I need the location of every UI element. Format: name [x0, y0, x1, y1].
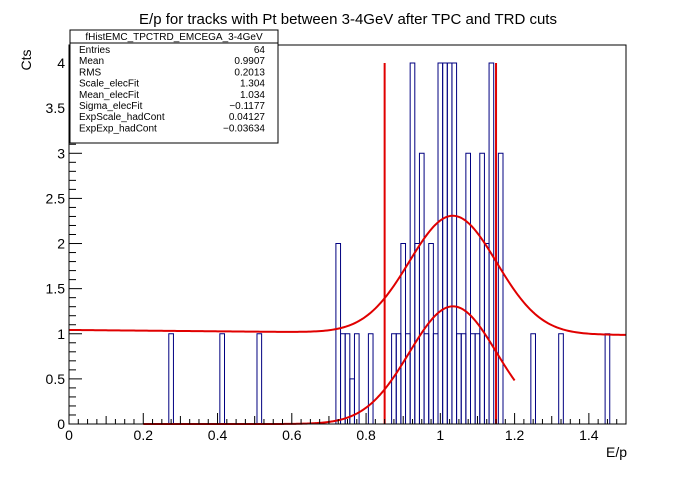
- histogram-bin-26: [470, 333, 476, 424]
- histogram-bin-5: [344, 333, 351, 424]
- stats-label: Mean_elecFit: [79, 90, 139, 101]
- stats-label: ExpExp_hadCont: [79, 123, 157, 134]
- histogram-bin-13: [409, 62, 416, 424]
- stats-value: −0.03634: [223, 123, 265, 134]
- histogram-bin-30: [488, 62, 495, 424]
- y-axis-label: Cts: [18, 50, 34, 71]
- x-tick-label: 0.4: [208, 427, 228, 443]
- x-tick-label: 0.8: [356, 427, 376, 443]
- x-tick-label: 0.6: [282, 427, 302, 443]
- plot-area: [68, 62, 627, 425]
- histogram-bin-23: [456, 333, 462, 424]
- histogram-bin-20: [442, 62, 448, 424]
- stats-label: Scale_elecFit: [79, 79, 139, 90]
- stats-value: 1.304: [240, 79, 265, 90]
- x-tick-label: 1.2: [505, 427, 525, 443]
- stats-value: 0.9907: [234, 56, 265, 67]
- histogram-bin-27: [474, 333, 481, 424]
- stats-label: ExpScale_hadCont: [79, 112, 165, 123]
- histogram-bin-7: [353, 333, 360, 424]
- histogram-bin-21: [446, 62, 453, 424]
- y-tick-label: 2.5: [46, 190, 66, 206]
- stats-label: Mean: [79, 56, 104, 67]
- histogram-bin-12: [405, 333, 411, 424]
- chart-title: E/p for tracks with Pt between 3-4GeV af…: [139, 11, 557, 28]
- histogram-bin-1: [219, 333, 225, 424]
- y-tick-label: 3: [57, 145, 65, 161]
- histogram-bin-31: [497, 152, 504, 424]
- stats-box: fHistEMC_TPCTRD_EMCEGA_3-4GeV Entries 64 M…: [69, 29, 279, 144]
- stats-label: Entries: [79, 45, 110, 56]
- x-axis-label: E/p: [606, 444, 627, 460]
- stats-box-title: fHistEMC_TPCTRD_EMCEGA_3-4GeV: [85, 32, 263, 43]
- histogram-bin-24: [460, 333, 467, 424]
- histogram-bin-34: [604, 333, 611, 424]
- histogram-bin-18: [432, 333, 439, 424]
- histogram-bin-4: [340, 333, 346, 424]
- y-tick-label: 4: [57, 55, 65, 71]
- stats-box-frame: [69, 29, 279, 144]
- total-fit-curve: [68, 214, 627, 336]
- histogram-bin-15: [418, 152, 425, 424]
- histogram-bin-25: [465, 152, 471, 424]
- stats-label: RMS: [79, 67, 102, 78]
- x-tick-label: 1: [436, 427, 444, 443]
- y-tick-label: 1: [57, 326, 65, 342]
- stats-value: 0.04127: [229, 112, 266, 123]
- histogram-bin-8: [367, 333, 374, 424]
- stats-value: 1.034: [240, 90, 265, 101]
- y-tick-label: 3.5: [46, 100, 66, 116]
- y-tick-label: 0.5: [46, 371, 66, 387]
- x-tick-label: 0: [65, 427, 73, 443]
- stats-rows: Entries 64 Mean 0.9907 RMS 0.2013 Scale_elecFi…: [79, 45, 265, 134]
- x-tick-label: 1.4: [579, 427, 599, 443]
- histogram-bin-33: [558, 333, 564, 424]
- y-tick-label: 1.5: [46, 281, 66, 297]
- histogram-bin-3: [335, 243, 342, 424]
- y-tick-label: 0: [57, 416, 65, 432]
- histogram-bin-0: [168, 333, 174, 424]
- histogram-bin-2: [256, 333, 263, 424]
- histogram-bin-16: [423, 333, 430, 424]
- histogram-bin-10: [395, 333, 402, 424]
- y-tick-label: 2: [57, 236, 65, 252]
- histogram-bin-22: [451, 62, 458, 424]
- stats-label: Sigma_elecFit: [79, 101, 143, 112]
- electron-gaussian-fit-curve: [143, 305, 516, 425]
- stats-value: 0.2013: [234, 67, 265, 78]
- histogram-bin-28: [479, 152, 485, 424]
- histogram-bin-14: [414, 243, 420, 424]
- histogram-bin-32: [530, 333, 536, 424]
- stats-value: −0.1177: [229, 101, 265, 112]
- histogram-bin-17: [428, 243, 434, 424]
- histogram-bin-19: [437, 62, 444, 424]
- stats-value: 64: [254, 45, 266, 56]
- x-tick-label: 0.2: [134, 427, 154, 443]
